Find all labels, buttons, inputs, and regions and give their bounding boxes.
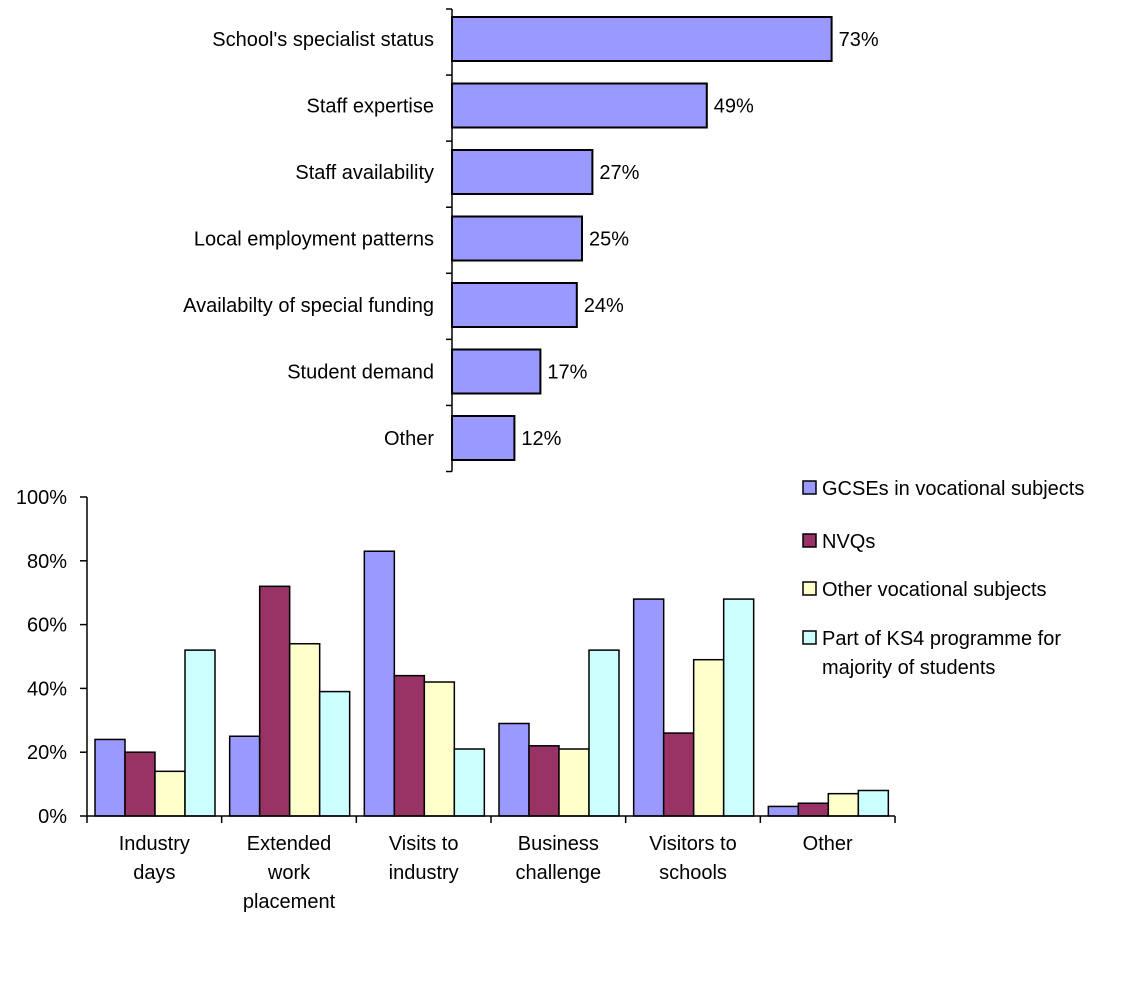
legend-swatch-0 bbox=[802, 480, 817, 495]
bar-s3-c4 bbox=[722, 598, 755, 817]
data-label-0: 73% bbox=[839, 29, 879, 51]
bar-s1-c5 bbox=[797, 802, 830, 817]
legend-label-1: NVQs bbox=[822, 531, 875, 553]
bar-s0-c1 bbox=[228, 735, 261, 817]
bar-4 bbox=[451, 282, 578, 328]
legend-label-3-0: Part of KS4 programme for bbox=[822, 628, 1061, 650]
bar-6 bbox=[451, 415, 516, 461]
category-label-5: Student demand bbox=[287, 362, 434, 384]
x-category-label-0-0: Industry bbox=[119, 833, 190, 855]
data-label-2: 27% bbox=[599, 162, 639, 184]
legend-label-0: GCSEs in vocational subjects bbox=[822, 478, 1084, 500]
bar-s1-c2 bbox=[393, 674, 426, 817]
x-category-label-1-2: placement bbox=[243, 891, 336, 913]
bar-s3-c5 bbox=[857, 789, 890, 817]
y-tick-label-5: 100% bbox=[16, 487, 67, 509]
bar-s3-c1 bbox=[318, 690, 351, 817]
bar-s1-c1 bbox=[258, 585, 291, 817]
x-category-label-3-0: Business bbox=[518, 833, 599, 855]
x-category-label-2-1: industry bbox=[389, 862, 459, 884]
bar-5 bbox=[451, 348, 542, 395]
data-label-3: 25% bbox=[589, 229, 629, 251]
bar-s2-c0 bbox=[154, 770, 186, 817]
legend-label-2: Other vocational subjects bbox=[822, 579, 1047, 601]
x-category-label-3-1: challenge bbox=[516, 862, 602, 884]
bar-s3-c0 bbox=[184, 649, 216, 817]
x-category-label-2-0: Visits to bbox=[389, 833, 459, 855]
bar-s2-c3 bbox=[558, 748, 590, 817]
bar-s3-c3 bbox=[588, 649, 620, 817]
bar-s1-c0 bbox=[124, 751, 156, 817]
category-label-0: School's specialist status bbox=[212, 29, 434, 51]
grouped-bar-chart: 0% 20% 40% 60% 80% 100% Industry days Extended wo… bbox=[16, 487, 896, 913]
data-label-5: 17% bbox=[547, 362, 587, 384]
bar-s1-c4 bbox=[662, 732, 695, 817]
x-category-label-4-0: Visitors to bbox=[649, 833, 736, 855]
category-label-4: Availabilty of special funding bbox=[183, 295, 434, 317]
x-category-label-1-1: work bbox=[267, 862, 311, 884]
x-category-label-1-0: Extended bbox=[247, 833, 332, 855]
y-tick-label-3: 60% bbox=[27, 615, 67, 637]
y-tick-label-4: 80% bbox=[27, 551, 67, 573]
y-tick-label-1: 20% bbox=[27, 742, 67, 764]
x-category-label-0-1: days bbox=[133, 862, 175, 884]
category-label-3: Local employment patterns bbox=[194, 229, 434, 251]
y-tick-label-2: 40% bbox=[27, 678, 67, 700]
category-label-2: Staff availability bbox=[295, 162, 434, 184]
data-label-6: 12% bbox=[521, 428, 561, 450]
x-category-label-4-1: schools bbox=[659, 862, 727, 884]
legend-label-3-1: majority of students bbox=[822, 657, 995, 679]
legend-swatch-1 bbox=[802, 533, 817, 548]
horizontal-bar-chart: School's specialist status 73% Staff exper… bbox=[183, 8, 879, 473]
bar-s3-c2 bbox=[453, 748, 486, 817]
bar-0 bbox=[451, 16, 833, 62]
bar-s0-c0 bbox=[94, 738, 126, 817]
bar-s2-c2 bbox=[423, 681, 456, 817]
x-category-label-5-0: Other bbox=[803, 833, 853, 855]
y-tick-label-0: 0% bbox=[38, 806, 67, 828]
bar-s2-c1 bbox=[288, 642, 321, 817]
legend-swatch-3 bbox=[802, 630, 817, 645]
data-label-4: 24% bbox=[584, 295, 624, 317]
bar-s0-c3 bbox=[498, 722, 530, 817]
bar-s0-c4 bbox=[632, 598, 665, 817]
bar-s2-c5 bbox=[827, 792, 860, 817]
chart-legend: GCSEs in vocational subjects NVQs Other vo… bbox=[802, 478, 1084, 679]
category-label-1: Staff expertise bbox=[307, 96, 434, 118]
bar-1 bbox=[451, 82, 708, 129]
bar-s2-c4 bbox=[692, 658, 725, 817]
bar-2 bbox=[451, 149, 594, 195]
bar-s0-c5 bbox=[767, 805, 800, 817]
bar-3 bbox=[451, 215, 583, 262]
category-label-6: Other bbox=[384, 428, 434, 450]
bar-s1-c3 bbox=[528, 745, 560, 817]
bar-s0-c2 bbox=[363, 550, 396, 817]
data-label-1: 49% bbox=[714, 96, 754, 118]
legend-swatch-2 bbox=[802, 581, 817, 596]
